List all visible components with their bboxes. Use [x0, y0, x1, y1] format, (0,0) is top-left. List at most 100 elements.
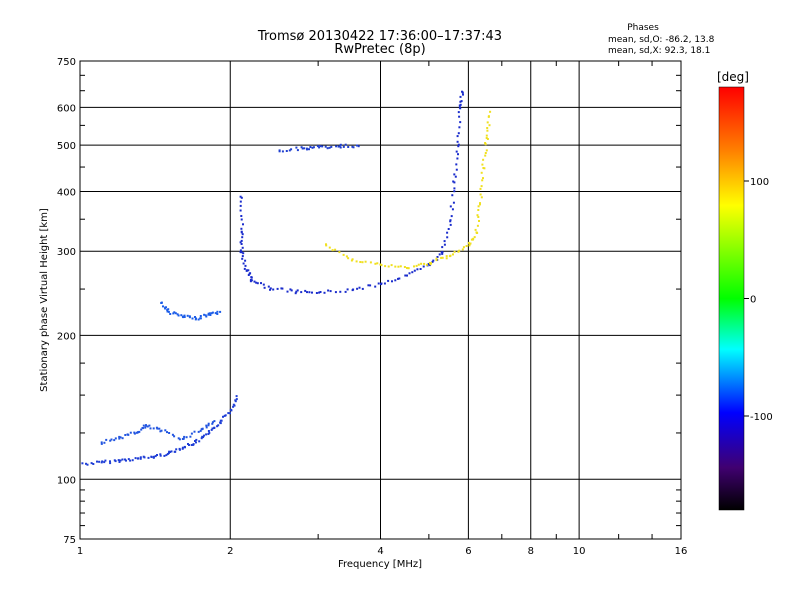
- data-point: [377, 282, 380, 285]
- gridlines: [79, 60, 682, 540]
- data-point: [479, 187, 482, 190]
- data-point: [149, 427, 152, 430]
- data-point: [474, 228, 477, 231]
- data-point: [441, 246, 444, 249]
- data-point: [241, 236, 244, 239]
- data-point: [159, 453, 162, 456]
- data-point: [136, 431, 139, 434]
- data-point: [242, 223, 244, 226]
- x-tick-label: 16: [675, 546, 688, 557]
- data-point: [185, 436, 188, 439]
- legend-line-x: mean, sd,X: 92.3, 18.1: [608, 46, 710, 56]
- data-point: [178, 448, 181, 451]
- data-point: [323, 291, 326, 294]
- data-point: [188, 316, 191, 319]
- data-point: [485, 149, 488, 152]
- data-point: [204, 314, 207, 317]
- data-point: [170, 450, 173, 453]
- data-point: [210, 428, 213, 431]
- data-point: [460, 100, 463, 103]
- data-point: [164, 429, 167, 432]
- data-point: [369, 284, 372, 287]
- data-point: [127, 458, 130, 461]
- data-point: [211, 422, 214, 425]
- data-point: [177, 314, 180, 317]
- data-point: [121, 437, 124, 440]
- data-point: [453, 250, 456, 253]
- data-point: [325, 243, 327, 246]
- data-point: [457, 145, 460, 148]
- data-point: [456, 140, 459, 143]
- data-point: [406, 267, 408, 269]
- data-point: [227, 412, 230, 415]
- data-point: [165, 454, 168, 457]
- data-point: [455, 150, 458, 153]
- data-point: [192, 443, 195, 446]
- data-point: [190, 444, 193, 446]
- data-point: [334, 291, 337, 294]
- data-point: [311, 146, 314, 149]
- data-point: [240, 243, 243, 245]
- data-point: [239, 251, 242, 254]
- data-point: [338, 251, 341, 254]
- data-point: [296, 289, 299, 292]
- data-point: [239, 204, 242, 207]
- data-point: [431, 260, 434, 263]
- data-point: [174, 450, 177, 453]
- data-point: [350, 259, 353, 262]
- data-point: [342, 253, 345, 256]
- data-point: [250, 279, 253, 282]
- x-tick-label: 4: [377, 546, 383, 557]
- data-point: [480, 171, 483, 174]
- data-point: [453, 190, 456, 193]
- data-point: [176, 313, 179, 316]
- data-point: [133, 431, 136, 434]
- data-points: [81, 90, 492, 466]
- data-point: [256, 282, 259, 285]
- data-point: [403, 266, 406, 268]
- data-point: [184, 446, 186, 449]
- data-point: [449, 220, 452, 223]
- data-point: [240, 231, 243, 234]
- y-tick-label: 500: [57, 141, 76, 152]
- y-tick-labels: 75 100 200 300 400 500 600 750: [57, 57, 76, 546]
- data-point: [174, 312, 177, 315]
- data-point: [422, 265, 425, 268]
- data-point: [416, 268, 419, 271]
- data-point: [486, 129, 489, 132]
- data-point: [413, 269, 416, 272]
- data-point: [216, 310, 219, 313]
- y-tick-label: 100: [57, 475, 76, 486]
- data-point: [477, 216, 480, 218]
- data-point: [413, 265, 415, 268]
- data-point: [243, 267, 246, 270]
- data-point: [351, 145, 354, 148]
- data-point: [454, 175, 457, 178]
- data-point: [339, 143, 342, 146]
- data-point: [458, 126, 461, 129]
- data-point: [394, 265, 397, 268]
- data-point: [408, 272, 411, 275]
- data-point: [423, 262, 426, 265]
- data-point: [100, 461, 103, 464]
- data-point: [367, 284, 370, 287]
- data-point: [361, 287, 364, 290]
- data-point: [195, 441, 197, 444]
- data-point: [187, 443, 189, 445]
- data-point: [211, 427, 214, 430]
- data-point: [173, 435, 176, 438]
- x-tick-label: 8: [528, 546, 534, 557]
- data-point: [445, 257, 448, 260]
- data-point: [100, 441, 103, 444]
- data-point: [380, 264, 383, 267]
- data-point: [374, 262, 377, 265]
- data-point: [262, 283, 265, 286]
- data-point: [109, 460, 111, 463]
- y-tick-label: 750: [57, 57, 76, 68]
- data-point: [240, 239, 243, 242]
- data-point: [208, 431, 211, 434]
- data-point: [193, 430, 196, 433]
- data-point: [180, 314, 183, 317]
- data-point: [242, 262, 245, 265]
- data-point: [306, 291, 308, 294]
